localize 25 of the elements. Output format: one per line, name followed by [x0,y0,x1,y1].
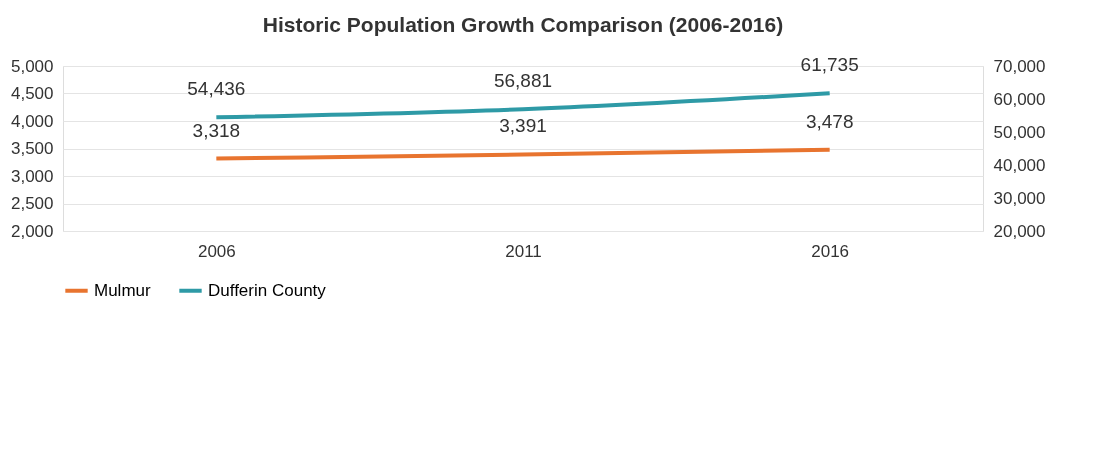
x-tick-label: 2011 [505,241,542,261]
y-tick-label: 3,000 [10,166,54,186]
y2-tick-label: 60,000 [993,89,1046,109]
y-tick-label: 5,000 [10,56,54,76]
x-tick-label: 2016 [811,241,850,261]
data-label: 3,391 [499,115,547,137]
y2-tick-label: 30,000 [993,188,1046,208]
legend-label: Mulmur [94,280,152,300]
chart-title: Historic Population Growth Comparison (2006-2016) [262,13,784,37]
data-label: 54,436 [187,78,246,100]
data-label: 61,735 [800,54,859,76]
y-tick-label: 2,500 [10,194,54,213]
y-tick-label: 4,000 [10,111,54,131]
y2-tick-label: 20,000 [993,221,1046,241]
legend-label: Dufferin County [208,280,327,300]
data-label: 3,478 [805,110,854,132]
y2-tick-label: 50,000 [993,122,1046,142]
y-tick-label: 4,500 [10,84,54,103]
data-label: 56,881 [493,70,553,92]
y2-tick-label: 70,000 [993,56,1046,76]
y-tick-label: 3,500 [10,139,54,158]
y-tick-label: 2,000 [10,221,54,241]
y2-tick-label: 40,000 [993,155,1046,175]
data-label: 3,318 [192,119,241,141]
x-tick-label: 2006 [197,241,236,261]
